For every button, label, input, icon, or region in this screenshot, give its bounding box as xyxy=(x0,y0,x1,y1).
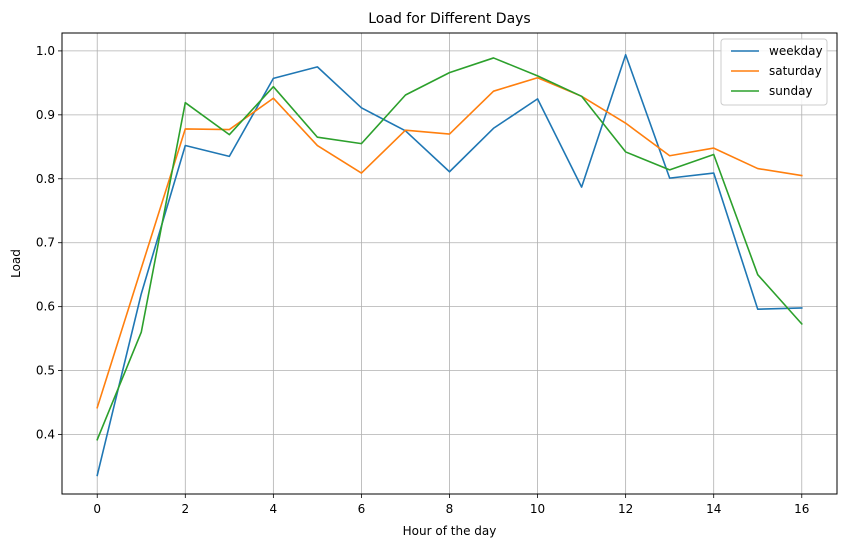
y-tick-label: 0.6 xyxy=(36,300,55,314)
series-layer xyxy=(96,53,803,477)
series-line-weekday xyxy=(96,53,803,477)
y-tick-label: 0.8 xyxy=(36,172,55,186)
x-tick-label: 2 xyxy=(181,502,189,516)
x-tick-label: 0 xyxy=(93,502,101,516)
legend-label-sunday: sunday xyxy=(769,84,813,98)
x-tick-label: 6 xyxy=(358,502,366,516)
chart-title: Load for Different Days xyxy=(368,11,530,27)
y-tick-label: 0.4 xyxy=(36,428,55,442)
legend-box xyxy=(720,38,828,106)
y-tick-label: 0.5 xyxy=(36,364,55,378)
x-tick-label: 12 xyxy=(618,502,633,516)
x-tick-label: 10 xyxy=(530,502,545,516)
x-tick-label: 16 xyxy=(794,502,809,516)
x-tick-label: 14 xyxy=(706,502,721,516)
series-line-sunday xyxy=(96,57,803,441)
legend-label-weekday: weekday xyxy=(769,44,823,58)
grid-layer xyxy=(62,33,837,494)
legend: weekday saturday sunday xyxy=(720,38,828,106)
y-tick-label: 0.9 xyxy=(36,108,55,122)
legend-label-saturday: saturday xyxy=(769,64,822,78)
y-tick-label: 0.7 xyxy=(36,236,55,250)
x-axis-label: Hour of the day xyxy=(403,524,497,538)
y-axis-label: Load xyxy=(9,249,23,278)
x-tick-label: 4 xyxy=(270,502,278,516)
y-tick-label: 1.0 xyxy=(36,44,55,58)
series-line-saturday xyxy=(96,76,803,409)
x-tick-label: 8 xyxy=(446,502,454,516)
tick-layer: 0 2 4 6 8 10 12 14 16 0.4 0.5 0.6 0.7 0.8 0.9 1.0 xyxy=(36,44,810,516)
